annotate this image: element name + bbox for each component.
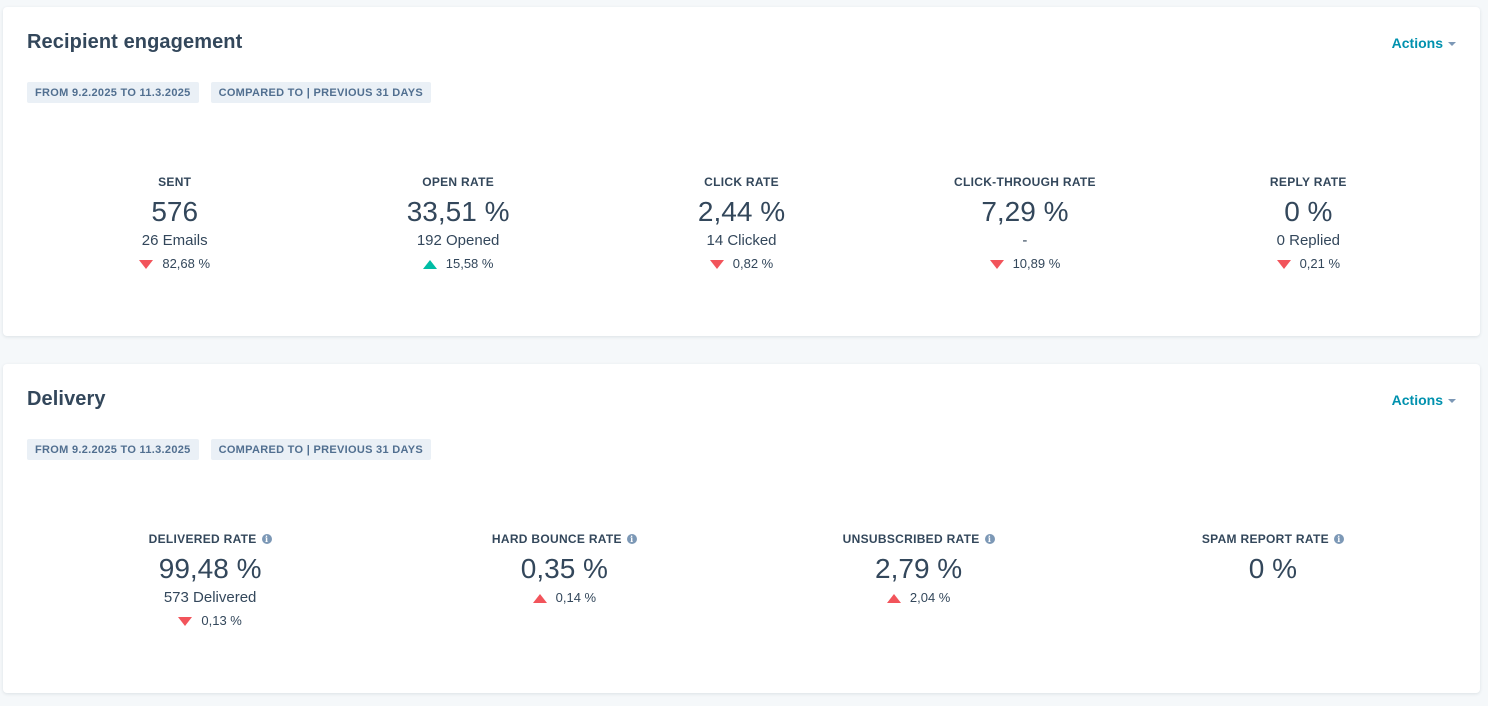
change-value: 0,13 %: [201, 613, 242, 628]
change-value: 15,58 %: [445, 256, 494, 271]
metric-label: HARD BOUNCE RATE i: [492, 531, 637, 547]
metric-reply-rate: REPLY RATE 0 % 0 Replied 0,21 %: [1167, 174, 1450, 273]
metric-change: 15,58 %: [422, 255, 494, 273]
metric-value: 99,48 %: [158, 553, 262, 584]
metric-delivered-rate: DELIVERED RATE i 99,48 % 573 Delivered 0…: [33, 531, 387, 630]
filter-tags: FROM 9.2.2025 TO 11.3.2025 COMPARED TO |…: [27, 82, 431, 103]
caret-down-icon: [1448, 41, 1456, 46]
triangle-down-icon: [1276, 259, 1291, 269]
info-icon[interactable]: i: [984, 534, 995, 544]
recipient-engagement-card: Recipient engagement Actions FROM 9.2.20…: [3, 7, 1480, 336]
comparison-tag: COMPARED TO | PREVIOUS 31 DAYS: [210, 439, 431, 460]
metric-label: DELIVERED RATE i: [149, 531, 272, 547]
filter-tags: FROM 9.2.2025 TO 11.3.2025 COMPARED TO |…: [27, 439, 431, 460]
metric-label: CLICK-THROUGH RATE: [954, 175, 1096, 189]
metric-change: 2,04 %: [886, 589, 951, 607]
metric-value: 0 %: [1284, 196, 1333, 227]
metric-sub: 14 Clicked: [706, 232, 777, 249]
metric-label: UNSUBSCRIBED RATE i: [843, 531, 995, 547]
triangle-down-icon: [709, 259, 724, 269]
metrics-row: SENT 576 26 Emails 82,68 % OPEN RATE 33,…: [3, 174, 1480, 273]
metric-sub: 0 Replied: [1276, 232, 1341, 249]
date-range-tag: FROM 9.2.2025 TO 11.3.2025: [27, 82, 199, 103]
delivery-card: Delivery Actions FROM 9.2.2025 TO 11.3.2…: [3, 364, 1480, 693]
date-range-tag: FROM 9.2.2025 TO 11.3.2025: [27, 439, 199, 460]
metric-value: 33,51 %: [406, 196, 510, 227]
change-value: 10,89 %: [1012, 256, 1061, 271]
metric-label-text: UNSUBSCRIBED RATE: [842, 532, 980, 546]
metric-label-text: DELIVERED RATE: [148, 532, 257, 546]
metric-unsubscribed-rate: UNSUBSCRIBED RATE i 2,79 % 2,04 %: [742, 531, 1096, 630]
metric-label: SENT: [158, 175, 192, 189]
metric-sub: 192 Opened: [416, 232, 500, 249]
metric-change: 0,82 %: [709, 255, 774, 273]
info-icon[interactable]: i: [1333, 534, 1344, 544]
metric-sent: SENT 576 26 Emails 82,68 %: [33, 174, 316, 273]
metric-value: 7,29 %: [981, 196, 1069, 227]
metric-value: 0 %: [1248, 553, 1297, 584]
change-value: 0,21 %: [1299, 256, 1341, 271]
metric-change: 0,21 %: [1276, 255, 1341, 273]
metric-sub: -: [1022, 232, 1028, 249]
metric-click-rate: CLICK RATE 2,44 % 14 Clicked 0,82 %: [600, 174, 883, 273]
metric-label: OPEN RATE: [422, 175, 495, 189]
triangle-down-icon: [178, 616, 193, 626]
metric-change: 0,13 %: [178, 612, 242, 630]
triangle-up-icon: [532, 593, 547, 603]
metric-label-text: HARD BOUNCE RATE: [491, 532, 622, 546]
actions-dropdown[interactable]: Actions: [1392, 35, 1456, 51]
metric-change: 0,14 %: [532, 589, 597, 607]
metric-sub: 573 Delivered: [163, 589, 257, 606]
comparison-tag: COMPARED TO | PREVIOUS 31 DAYS: [210, 82, 431, 103]
actions-label: Actions: [1391, 392, 1443, 408]
metric-label: CLICK RATE: [704, 175, 779, 189]
change-value: 0,82 %: [732, 256, 774, 271]
actions-label: Actions: [1391, 35, 1443, 51]
change-value: 82,68 %: [162, 256, 211, 271]
metric-spam-report-rate: SPAM REPORT RATE i 0 %: [1096, 531, 1450, 630]
change-value: 0,14 %: [555, 590, 597, 605]
actions-dropdown[interactable]: Actions: [1392, 392, 1456, 408]
metric-value: 2,79 %: [875, 553, 963, 584]
triangle-down-icon: [989, 259, 1004, 269]
info-icon[interactable]: i: [626, 534, 637, 544]
metric-value: 2,44 %: [697, 196, 786, 227]
metric-open-rate: OPEN RATE 33,51 % 192 Opened 15,58 %: [316, 174, 599, 273]
metric-sub: 26 Emails: [141, 232, 208, 249]
metric-label-text: SPAM REPORT RATE: [1201, 532, 1329, 546]
metric-hard-bounce-rate: HARD BOUNCE RATE i 0,35 % 0,14 %: [387, 531, 741, 630]
card-title: Delivery: [27, 388, 106, 410]
metrics-row: DELIVERED RATE i 99,48 % 573 Delivered 0…: [3, 531, 1480, 630]
metric-value: 576: [151, 196, 199, 227]
metric-label: SPAM REPORT RATE i: [1202, 531, 1344, 547]
triangle-down-icon: [139, 259, 154, 269]
metric-label: REPLY RATE: [1269, 175, 1347, 189]
triangle-up-icon: [886, 593, 901, 603]
info-icon[interactable]: i: [261, 534, 272, 544]
card-title: Recipient engagement: [27, 31, 243, 53]
triangle-up-icon: [422, 259, 437, 269]
change-value: 2,04 %: [909, 590, 951, 605]
metric-value: 0,35 %: [520, 553, 608, 584]
metric-change: 10,89 %: [989, 255, 1061, 273]
caret-down-icon: [1448, 398, 1456, 403]
metric-change: 82,68 %: [139, 255, 210, 273]
metric-click-through-rate: CLICK-THROUGH RATE 7,29 % - 10,89 %: [883, 174, 1166, 273]
